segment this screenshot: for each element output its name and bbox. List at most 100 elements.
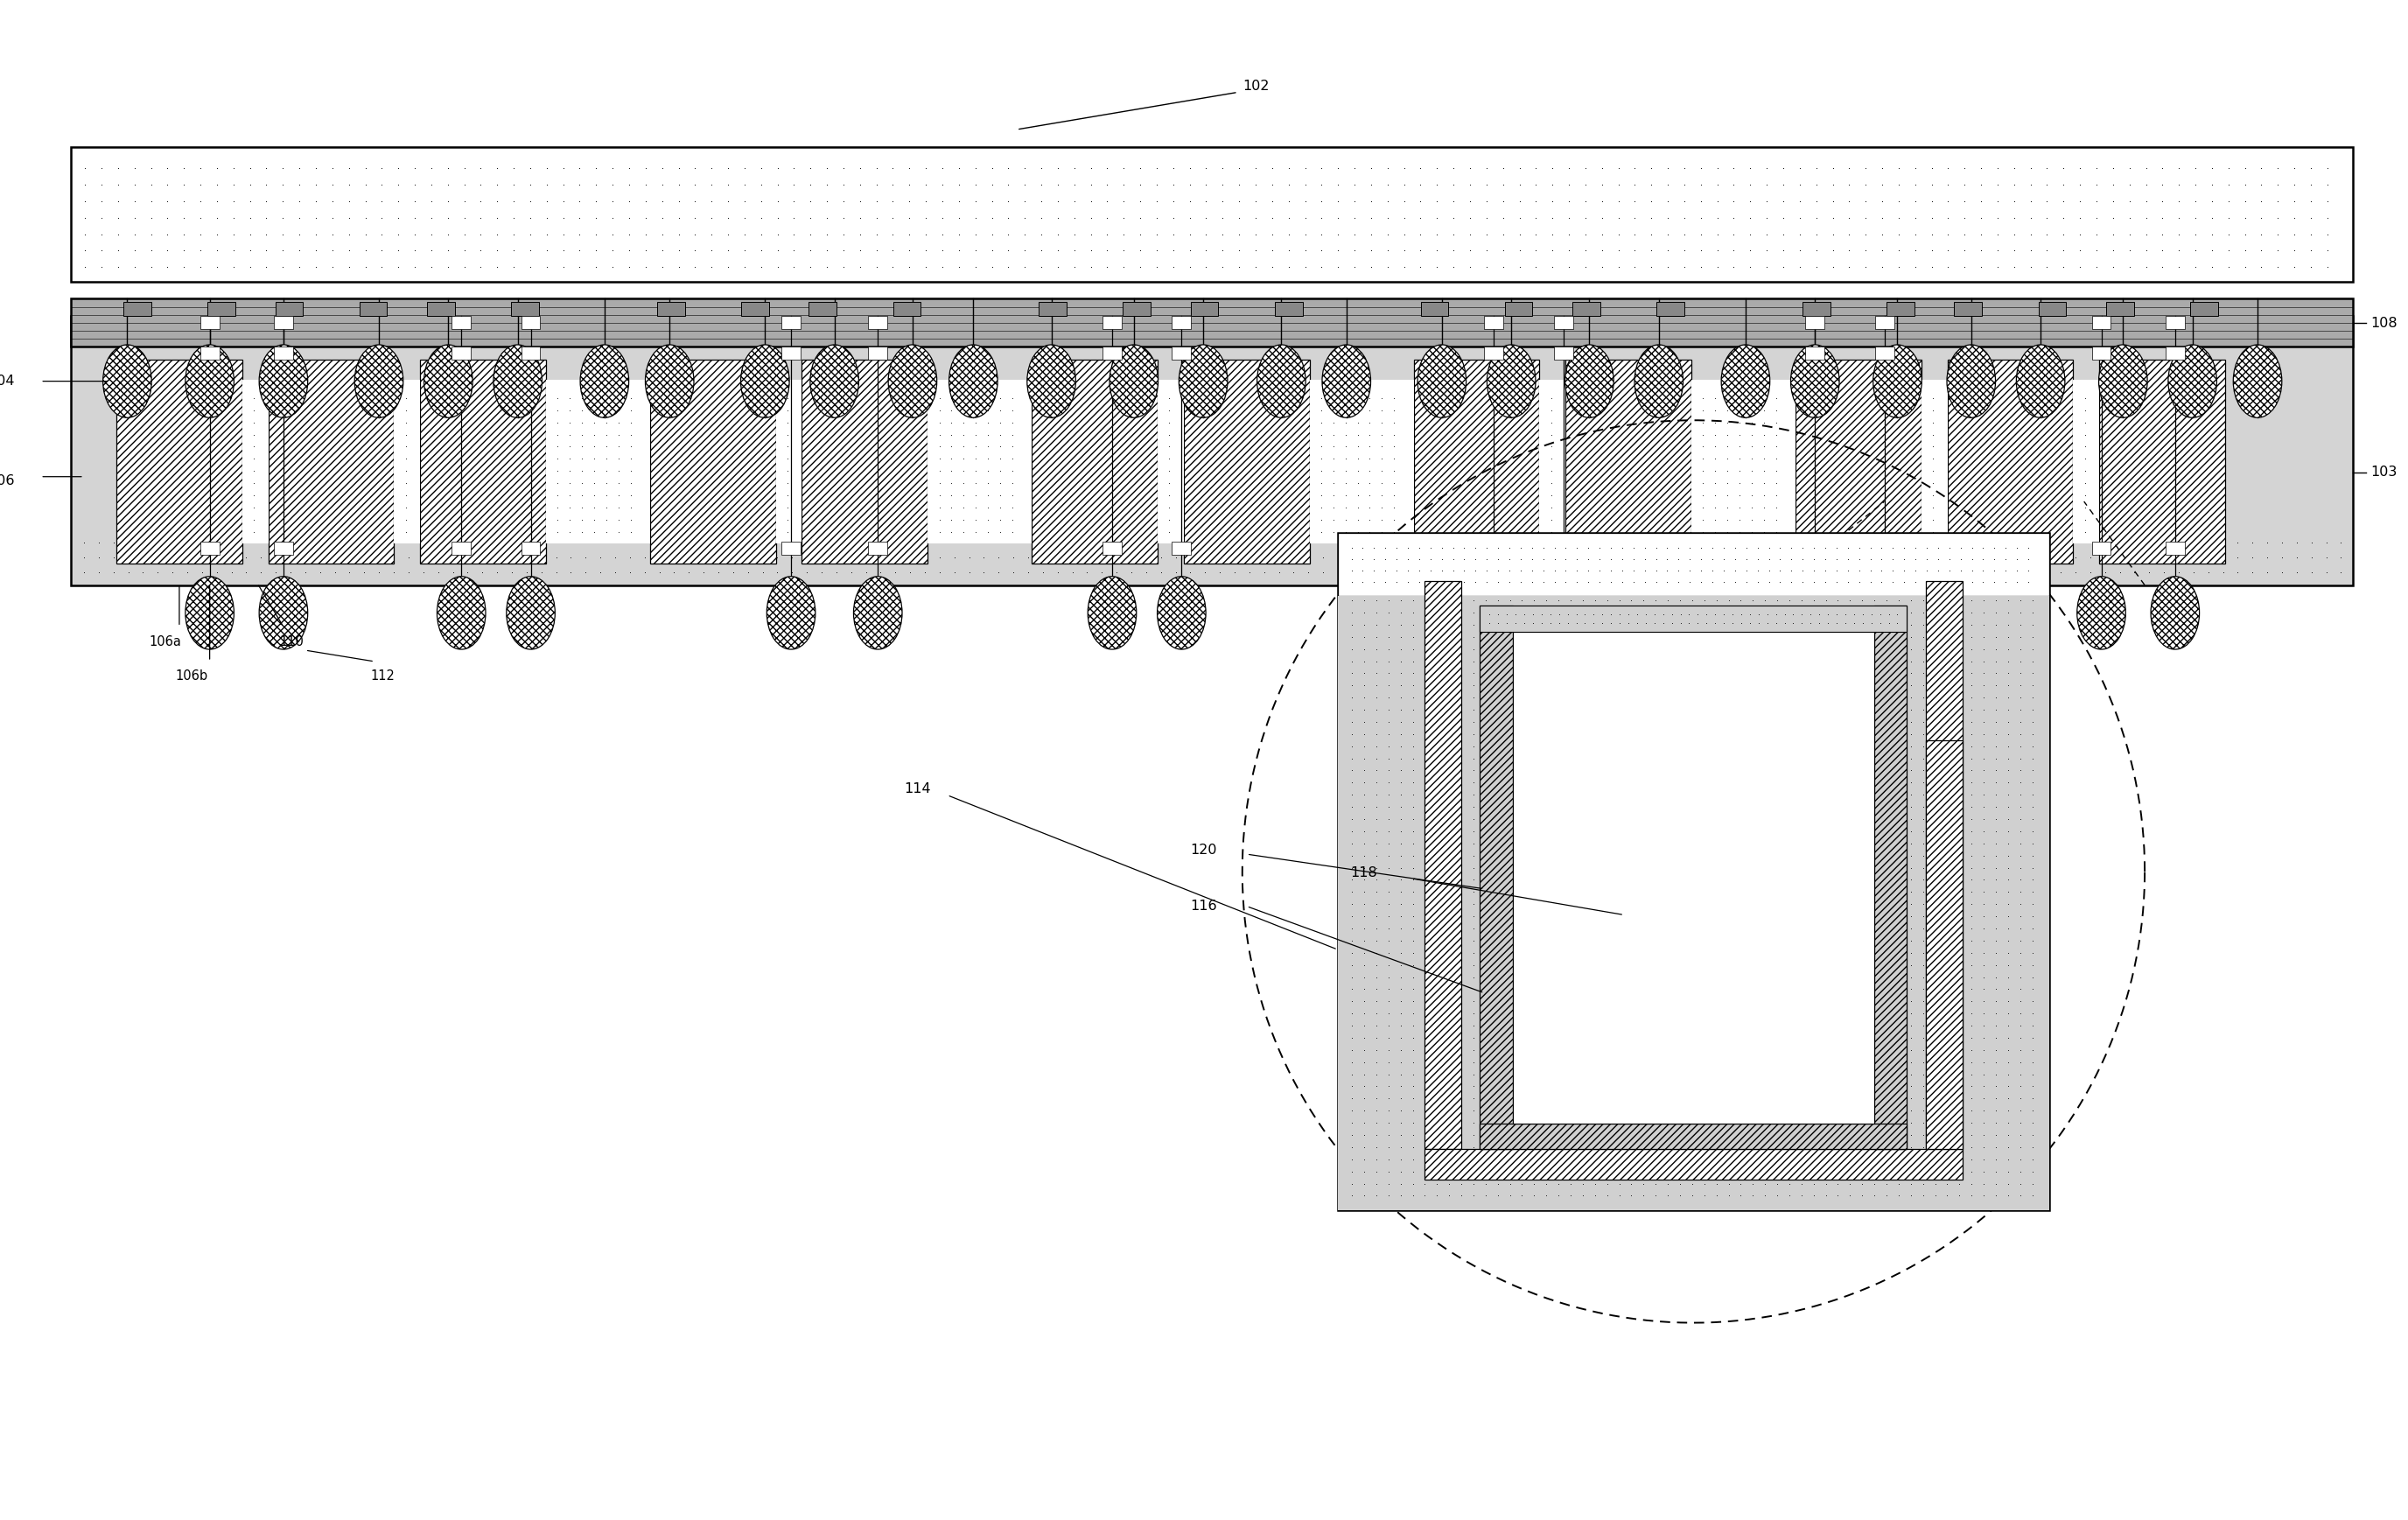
Bar — [2165, 316, 2184, 330]
Ellipse shape — [506, 576, 554, 649]
Ellipse shape — [494, 345, 542, 418]
Ellipse shape — [1873, 345, 1922, 418]
Bar — [1483, 347, 1503, 360]
Text: 103: 103 — [2369, 465, 2396, 479]
Text: 118: 118 — [1351, 866, 1377, 880]
Ellipse shape — [742, 345, 790, 418]
Bar — [1038, 302, 1067, 316]
Bar — [1483, 316, 1503, 330]
Ellipse shape — [1792, 345, 1840, 418]
Bar — [1926, 581, 1963, 1149]
Bar — [520, 541, 539, 555]
Ellipse shape — [2150, 576, 2199, 649]
Text: 106a: 106a — [149, 635, 181, 648]
Ellipse shape — [949, 345, 997, 418]
Bar — [453, 541, 472, 555]
Bar — [267, 360, 395, 564]
Bar — [1806, 541, 1825, 555]
Ellipse shape — [1257, 345, 1305, 418]
Ellipse shape — [580, 345, 628, 418]
Bar — [2191, 302, 2218, 316]
Bar — [207, 302, 236, 316]
Bar — [1806, 316, 1825, 330]
Bar — [1876, 541, 1895, 555]
Ellipse shape — [354, 345, 402, 418]
Ellipse shape — [260, 576, 308, 649]
Ellipse shape — [1488, 345, 1536, 418]
Bar — [1926, 740, 1963, 1149]
Bar — [1481, 606, 1512, 1149]
Bar — [1876, 347, 1895, 360]
Ellipse shape — [185, 345, 234, 418]
Ellipse shape — [1539, 576, 1587, 649]
Ellipse shape — [436, 576, 486, 649]
Bar — [200, 541, 219, 555]
Bar — [2040, 302, 2066, 316]
Bar — [1033, 360, 1158, 564]
Ellipse shape — [2232, 345, 2283, 418]
Bar — [275, 316, 294, 330]
Bar — [869, 347, 889, 360]
Bar — [1426, 1149, 1963, 1180]
Text: 110: 110 — [279, 635, 303, 648]
Ellipse shape — [2100, 345, 2148, 418]
Ellipse shape — [1859, 576, 1910, 649]
Bar — [1553, 316, 1572, 330]
Bar — [1339, 534, 2049, 596]
Bar — [1876, 316, 1895, 330]
Ellipse shape — [2078, 576, 2126, 649]
Bar — [1565, 360, 1690, 564]
Bar — [1173, 316, 1192, 330]
Bar — [1481, 1123, 1907, 1149]
Bar — [2073, 380, 2100, 543]
Bar — [1185, 360, 1310, 564]
Ellipse shape — [766, 576, 816, 649]
Bar — [1690, 380, 1796, 543]
Bar — [453, 316, 472, 330]
Bar — [783, 541, 799, 555]
Bar — [1274, 302, 1303, 316]
Ellipse shape — [104, 345, 152, 418]
Bar — [275, 347, 294, 360]
Bar — [1804, 302, 1830, 316]
Bar — [783, 316, 799, 330]
Bar — [1103, 347, 1122, 360]
Bar — [200, 316, 219, 330]
Bar — [395, 380, 419, 543]
Bar — [1103, 316, 1122, 330]
Bar — [2165, 347, 2184, 360]
Ellipse shape — [1322, 345, 1370, 418]
Bar — [1173, 541, 1192, 555]
Bar — [742, 302, 768, 316]
Text: 102: 102 — [1243, 79, 1269, 93]
Bar — [1553, 347, 1572, 360]
Bar — [70, 147, 2353, 281]
Bar — [520, 316, 539, 330]
Bar — [2093, 347, 2112, 360]
Ellipse shape — [1028, 345, 1076, 418]
Ellipse shape — [1418, 345, 1466, 418]
Bar — [2093, 316, 2112, 330]
Bar — [775, 380, 802, 543]
Bar — [1421, 302, 1447, 316]
Ellipse shape — [1469, 576, 1517, 649]
Ellipse shape — [809, 345, 860, 418]
Bar — [1190, 302, 1218, 316]
Bar — [275, 302, 303, 316]
Bar — [1572, 302, 1601, 316]
Bar — [1103, 541, 1122, 555]
Ellipse shape — [1635, 345, 1683, 418]
Text: 106b: 106b — [176, 670, 207, 682]
Ellipse shape — [185, 576, 234, 649]
Bar — [1873, 606, 1907, 1149]
Bar — [893, 302, 920, 316]
Bar — [426, 302, 455, 316]
Bar — [123, 302, 152, 316]
Bar — [869, 316, 889, 330]
Bar — [1339, 596, 2049, 1210]
Bar — [547, 380, 650, 543]
Ellipse shape — [1722, 345, 1770, 418]
Bar — [520, 347, 539, 360]
Text: 120: 120 — [1190, 844, 1216, 856]
Bar — [1483, 541, 1503, 555]
